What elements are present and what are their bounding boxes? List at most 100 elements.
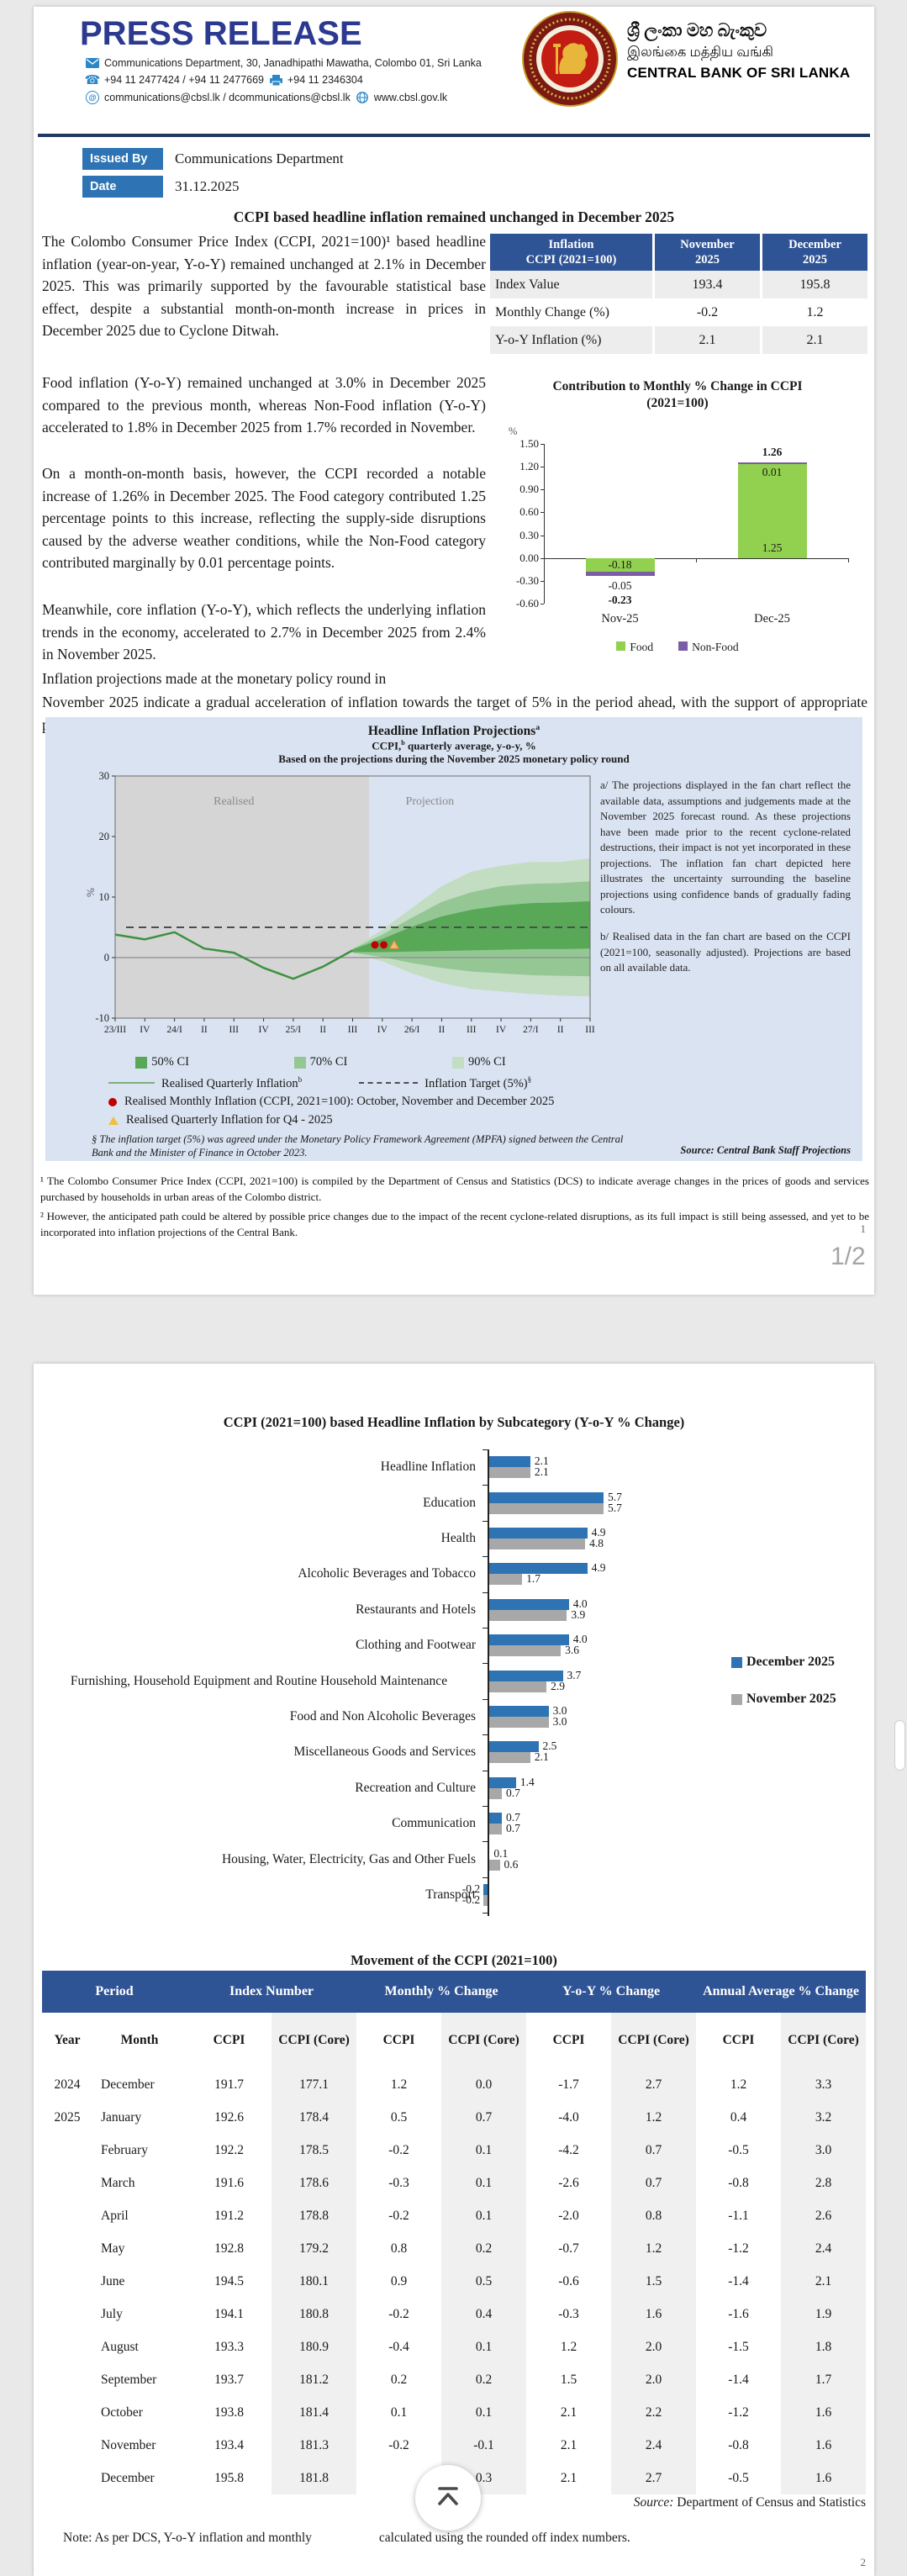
table-cell: 192.8 (214, 2241, 244, 2256)
bar (488, 1563, 588, 1575)
bar-value-label: 3.0 (552, 1704, 567, 1717)
bar (488, 1502, 604, 1514)
x-tick-label: III (348, 1025, 358, 1035)
category-label: Transport (425, 1887, 476, 1903)
bar-value-label: 4.9 (591, 1561, 606, 1575)
contribution-chart-legend: Food Non-Food (485, 641, 870, 654)
scroll-to-top-button[interactable] (415, 2465, 481, 2531)
paragraph-2: Food inflation (Y-o-Y) remained unchange… (42, 374, 486, 435)
fan-chart-panel: Headline Inflation Projectionsa CCPI,b q… (45, 717, 862, 1161)
bar-value-label: 4.0 (572, 1597, 588, 1610)
y-tick-label: -10 (95, 1012, 109, 1024)
table-cell (42, 2199, 92, 2232)
axis-tick (483, 1734, 488, 1736)
bar-value-label: 3.7 (567, 1668, 582, 1681)
axis-tick (483, 1556, 488, 1558)
subcategory-chart: Headline Inflation 2.1 2.1 Education 5.7 5.7 H… (42, 1446, 866, 1950)
bar-value-label: -0.2 (461, 1893, 481, 1906)
table-cell: 193.3 (214, 2339, 244, 2354)
bar-value-label: 3.9 (571, 1607, 586, 1621)
fan-note-b: b/ Realised data in the fan chart are ba… (600, 930, 851, 974)
contact-phone-row: ☎ +94 11 2477424 / +94 11 2477669 +94 11… (85, 73, 363, 87)
table-cell: -0.1 (441, 2429, 527, 2462)
table-cell: 178.8 (272, 2199, 357, 2232)
bar (488, 1574, 523, 1586)
ci-70-swatch (293, 1056, 306, 1069)
summary-col-header: December 2025 (760, 234, 870, 272)
table-cell: -0.7 (558, 2241, 579, 2256)
legend-item: Food (616, 641, 653, 654)
table-cell: February (101, 2142, 148, 2157)
summary-col-header: November 2025 (652, 234, 762, 272)
document-title: CCPI based headline inflation remained u… (233, 209, 675, 225)
category-label: Communication (392, 1816, 476, 1831)
contribution-chart: Contribution to Monthly % Change in CCPI… (485, 378, 870, 671)
bar-value-label: 0.7 (505, 1822, 520, 1835)
table-cell: 2.7 (611, 2462, 697, 2494)
table-cell: 0.8 (390, 2241, 408, 2256)
table-cell (42, 2331, 92, 2363)
bar-value-label: 1.4 (519, 1775, 535, 1788)
summary-value: -0.2 (652, 298, 762, 327)
table-cell: 1.9 (781, 2298, 867, 2331)
x-tick-label: 23/III (104, 1025, 126, 1035)
scrollbar-thumb[interactable] (894, 1720, 905, 1771)
table-row: February 192.2 178.5 -0.2 0.1 -4.2 0.7 -0.5 3.0 (42, 2134, 867, 2167)
printed-page-number-1: 1 (860, 1222, 867, 1235)
x-tick (696, 557, 697, 562)
envelope-icon (86, 57, 99, 69)
printed-page-number-2: 2 (860, 2556, 867, 2568)
y-tick (541, 444, 544, 445)
bar (488, 1456, 530, 1468)
table-cell: 1.2 (390, 2077, 408, 2092)
x-tick-label: II (557, 1025, 564, 1035)
bar (488, 1717, 549, 1728)
table-cell: 3.3 (781, 2068, 867, 2101)
bank-name-english: CENTRAL BANK OF SRI LANKA (627, 65, 851, 82)
x-tick-label: III (585, 1025, 595, 1035)
table-cell: 177.1 (272, 2068, 357, 2101)
bar-value-label: 5.7 (607, 1490, 622, 1503)
category-label: Alcoholic Beverages and Tobacco (298, 1566, 476, 1581)
x-tick-label: III (229, 1025, 240, 1035)
table-cell: -1.5 (728, 2339, 749, 2354)
sub-header: CCPI (Core) (781, 2013, 867, 2068)
subcategory-chart-title: CCPI (2021=100) based Headline Inflation… (223, 1414, 685, 1430)
bar-value-label: 4.8 (589, 1537, 604, 1549)
sub-header: CCPI (Core) (441, 2013, 527, 2068)
table-cell: -0.8 (728, 2175, 749, 2190)
table-cell: 0.2 (441, 2363, 527, 2396)
y-axis-unit-label: % (84, 888, 97, 897)
x-tick-label: IV (140, 1025, 150, 1035)
table-cell (42, 2363, 92, 2396)
x-tick-label: II (201, 1025, 208, 1035)
table-cell: 193.8 (214, 2404, 244, 2420)
sub-header: Month (92, 2013, 187, 2068)
table-cell: September (101, 2372, 157, 2387)
table-cell: 2.4 (781, 2232, 867, 2265)
table-cell: 0.5 (390, 2109, 408, 2125)
bar (488, 1467, 530, 1479)
table-cell: 180.1 (272, 2265, 357, 2298)
table-row: August 193.3 180.9 -0.4 0.1 1.2 2.0 -1.5 1.8 (42, 2331, 867, 2363)
table-row: 2025 January 192.6 178.4 0.5 0.7 -4.0 1.2 0.4 3.2 (42, 2101, 867, 2134)
ci-50-label: 50% CI (151, 1055, 190, 1069)
table-cell: 1.6 (781, 2396, 867, 2429)
table-cell: 181.8 (272, 2462, 357, 2494)
table-cell: 0.1 (441, 2396, 527, 2429)
bar (488, 1598, 569, 1610)
date-badge: Date (82, 176, 163, 198)
bar-value-label: 2.1 (534, 1750, 549, 1764)
fan-source: Source: Central Bank Staff Projections (680, 1144, 851, 1156)
fan-line-legend: Realised Quarterly Inflationb Inflation … (108, 1075, 531, 1091)
table-cell: 2.8 (781, 2167, 867, 2199)
legend-swatch (616, 641, 626, 651)
table-cell: 1.6 (611, 2298, 697, 2331)
legend-swatch (731, 1693, 742, 1705)
paragraph-5-start: Inflation projections made at the moneta… (42, 670, 387, 687)
table-sub-header-row: Year Month CCPI CCPI (Core) CCPI CCPI (Core) C… (42, 2013, 867, 2068)
summary-row-label: Monthly Change (%) (488, 298, 655, 327)
table-cell: 1.8 (781, 2331, 867, 2363)
table-cell: -0.5 (728, 2470, 749, 2485)
y-axis-unit-label: % (509, 425, 518, 437)
